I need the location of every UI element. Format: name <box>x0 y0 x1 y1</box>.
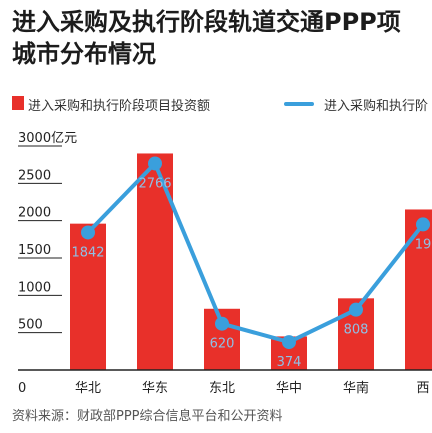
y-tick-label: 1500 <box>18 243 51 258</box>
bar <box>405 209 432 370</box>
legend-bar-swatch <box>12 96 24 110</box>
chart-title-line-1: 进入采购及执行阶段轨道交通PPP项 <box>12 8 401 36</box>
x-tick-label: 华中 <box>276 381 302 396</box>
chart-title-line-2: 城市分布情况 <box>12 40 156 68</box>
legend-line-swatch <box>284 102 314 106</box>
x-tick-label: 华北 <box>75 381 101 396</box>
line-point <box>148 156 162 171</box>
line-point <box>416 217 430 232</box>
line-data-label: 620 <box>210 337 235 352</box>
y-tick-label: 1000 <box>18 280 51 295</box>
x-tick-label: 西 <box>416 381 429 396</box>
source-note: 资料来源：财政部PPP综合信息平台和公开资料 <box>12 409 283 424</box>
y-tick-label: 3000亿元 <box>18 131 77 146</box>
line-data-label: 19 <box>415 237 432 252</box>
x-tick-label: 东北 <box>209 381 235 396</box>
line-data-label: 374 <box>277 355 302 370</box>
legend-line-label: 进入采购和执行阶 <box>324 99 429 114</box>
x-tick-label: 华东 <box>142 381 168 396</box>
chart-title: 进入采购及执行阶段轨道交通PPP项 城市分布情况 <box>12 6 432 70</box>
line-point <box>215 316 229 331</box>
line-data-label: 1842 <box>71 245 104 260</box>
x-tick-label: 华南 <box>343 380 369 396</box>
legend-bar-label: 进入采购和执行阶段项目投资额 <box>28 99 211 114</box>
bar <box>70 223 106 370</box>
legend: 进入采购和执行阶段项目投资额 进入采购和执行阶 <box>12 94 432 114</box>
line-point <box>282 335 296 350</box>
y-tick-label: 2000 <box>18 206 51 221</box>
line-data-label: 2766 <box>138 176 171 191</box>
y-zero-label: 0 <box>18 381 26 396</box>
y-tick-label: 500 <box>18 318 43 333</box>
chart: 500 1000 1500 2000 2500 3000亿元 0 华北 华东 东北 华中 华南 西 184… <box>18 131 432 396</box>
line-data-label: 808 <box>344 323 369 338</box>
line-point <box>81 225 95 240</box>
line-point <box>349 302 363 317</box>
series-line <box>86 161 425 345</box>
y-tick-label: 2500 <box>18 168 51 183</box>
